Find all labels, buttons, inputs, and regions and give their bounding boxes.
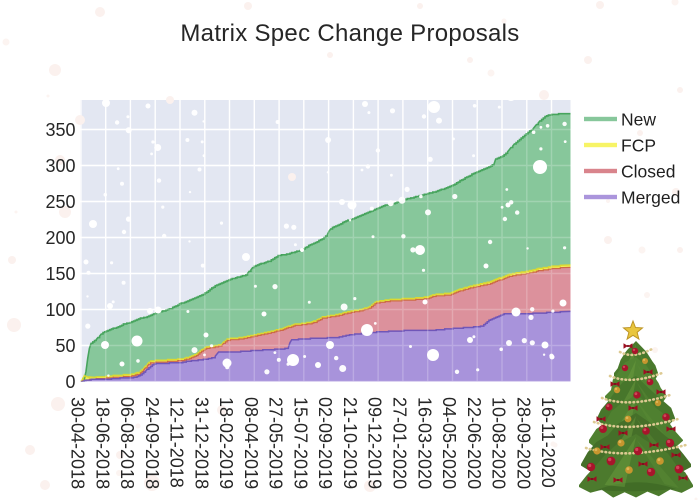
svg-text:300: 300 — [45, 156, 75, 176]
svg-text:10-08-2020: 10-08-2020 — [489, 397, 509, 489]
svg-text:FCP: FCP — [621, 135, 656, 155]
svg-text:Matrix Spec Change Proposals: Matrix Spec Change Proposals — [180, 20, 519, 47]
svg-text:08-04-2019: 08-04-2019 — [241, 397, 261, 489]
svg-text:30-04-2018: 30-04-2018 — [68, 397, 88, 489]
svg-text:27-01-2020: 27-01-2020 — [390, 397, 410, 489]
svg-text:22-06-2020: 22-06-2020 — [464, 397, 484, 489]
svg-text:02-09-2019: 02-09-2019 — [315, 397, 335, 489]
svg-text:16-03-2020: 16-03-2020 — [414, 397, 434, 489]
svg-text:18-06-2018: 18-06-2018 — [92, 397, 112, 489]
svg-text:100: 100 — [45, 300, 75, 320]
svg-text:200: 200 — [45, 228, 75, 248]
svg-text:50: 50 — [55, 336, 75, 356]
svg-text:28-09-2020: 28-09-2020 — [513, 397, 533, 489]
svg-text:18-02-2019: 18-02-2019 — [216, 397, 236, 489]
svg-text:0: 0 — [65, 372, 75, 392]
svg-text:09-12-2019: 09-12-2019 — [365, 397, 385, 489]
svg-text:24-09-2018: 24-09-2018 — [142, 397, 162, 489]
svg-text:12-11-2018: 12-11-2018 — [167, 397, 187, 488]
svg-text:150: 150 — [45, 264, 75, 284]
svg-text:Merged: Merged — [621, 187, 680, 207]
svg-text:New: New — [621, 109, 656, 129]
svg-text:16-11-2020: 16-11-2020 — [538, 397, 558, 488]
svg-text:27-05-2019: 27-05-2019 — [266, 397, 286, 489]
svg-text:250: 250 — [45, 192, 75, 212]
svg-text:15-07-2019: 15-07-2019 — [290, 397, 310, 489]
svg-text:350: 350 — [45, 120, 75, 140]
svg-text:06-08-2018: 06-08-2018 — [117, 397, 137, 489]
svg-text:21-10-2019: 21-10-2019 — [340, 397, 360, 489]
svg-text:Closed: Closed — [621, 161, 675, 181]
svg-text:31-12-2018: 31-12-2018 — [191, 397, 211, 489]
svg-text:04-05-2020: 04-05-2020 — [439, 397, 459, 489]
